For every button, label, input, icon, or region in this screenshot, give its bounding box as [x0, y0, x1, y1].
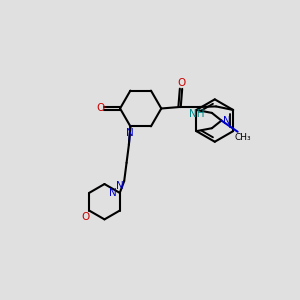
Text: N: N	[110, 188, 117, 199]
Text: N: N	[126, 128, 134, 138]
Text: O: O	[82, 212, 90, 222]
Text: O: O	[97, 103, 105, 113]
Text: N: N	[116, 182, 124, 191]
Text: O: O	[177, 78, 185, 88]
Text: CH₃: CH₃	[235, 133, 251, 142]
Text: N: N	[223, 116, 231, 126]
Text: NH: NH	[189, 110, 205, 119]
